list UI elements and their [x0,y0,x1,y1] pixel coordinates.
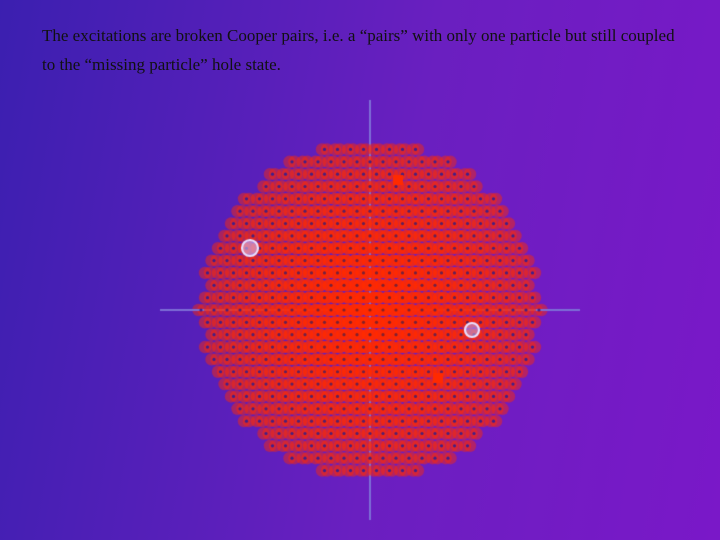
caption-text: The excitations are broken Cooper pairs,… [42,22,678,80]
cooper-pair-diagram [0,0,720,540]
slide-stage: The excitations are broken Cooper pairs,… [0,0,720,540]
